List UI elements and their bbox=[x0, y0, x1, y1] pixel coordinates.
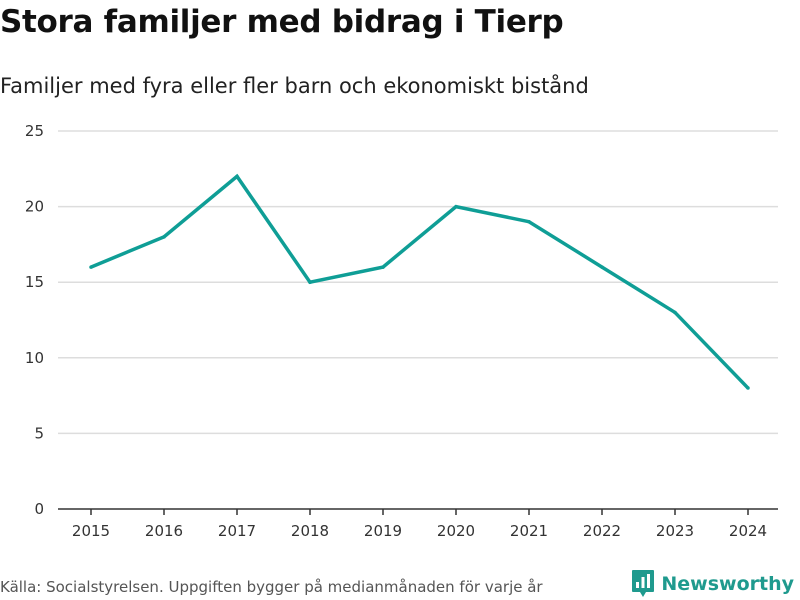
chart-title: Stora familjer med bidrag i Tierp bbox=[0, 4, 564, 40]
y-tick-label: 10 bbox=[25, 349, 44, 367]
chart-subtitle: Familjer med fyra eller fler barn och ek… bbox=[0, 74, 589, 98]
x-tick-label: 2018 bbox=[291, 522, 329, 540]
x-axis bbox=[58, 508, 778, 515]
data-point-2019 bbox=[381, 265, 385, 269]
x-tick-label: 2023 bbox=[656, 522, 694, 540]
series-line bbox=[90, 173, 750, 390]
x-tick-label: 2024 bbox=[729, 522, 767, 540]
y-axis-tick-labels: 0 5 10 15 20 25 bbox=[25, 122, 44, 518]
data-point-2015 bbox=[89, 265, 93, 269]
newsworthy-logo-icon bbox=[632, 570, 655, 597]
x-tick-label: 2015 bbox=[72, 522, 110, 540]
y-tick-label: 0 bbox=[34, 500, 44, 518]
data-point-2024 bbox=[746, 386, 750, 390]
gridlines bbox=[58, 130, 778, 435]
brand-name: Newsworthy bbox=[661, 573, 794, 595]
data-point-2021 bbox=[527, 219, 531, 224]
x-tick-label: 2017 bbox=[218, 522, 256, 540]
data-point-2018 bbox=[308, 280, 312, 284]
data-point-2023 bbox=[673, 310, 677, 315]
data-point-2020 bbox=[454, 204, 458, 209]
x-tick-label: 2016 bbox=[145, 522, 183, 540]
data-point-2016 bbox=[162, 235, 166, 239]
source-note: Källa: Socialstyrelsen. Uppgiften bygger… bbox=[0, 578, 543, 596]
brand: Newsworthy bbox=[631, 569, 794, 599]
y-tick-label: 15 bbox=[25, 273, 44, 291]
y-tick-label: 20 bbox=[25, 198, 44, 216]
x-tick-label: 2022 bbox=[583, 522, 621, 540]
y-tick-label: 5 bbox=[34, 424, 44, 442]
data-point-2022 bbox=[600, 265, 604, 269]
y-tick-label: 25 bbox=[25, 122, 44, 140]
x-tick-label: 2021 bbox=[510, 522, 548, 540]
data-point-2017 bbox=[235, 174, 239, 179]
x-tick-label: 2020 bbox=[437, 522, 475, 540]
x-axis-tick-labels: 2015 2016 2017 2018 2019 2020 2021 2022 2023 2024 bbox=[72, 522, 767, 540]
series-layer bbox=[89, 173, 750, 390]
x-tick-label: 2019 bbox=[364, 522, 402, 540]
